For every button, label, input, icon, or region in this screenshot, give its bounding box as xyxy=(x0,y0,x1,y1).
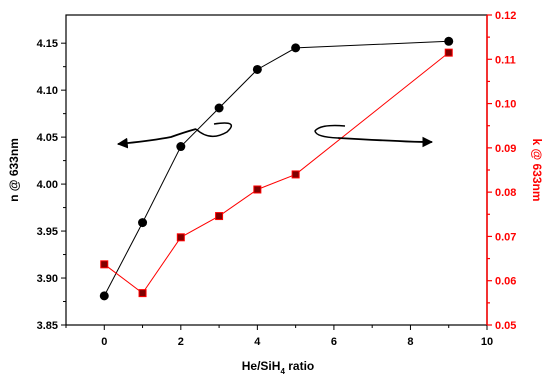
x-tick-label: 6 xyxy=(331,336,337,348)
data-point-k xyxy=(138,289,147,298)
right-y-tick-label: 0.07 xyxy=(495,231,516,243)
left-y-tick-label: 4.10 xyxy=(37,85,58,97)
annotation-arrow-right xyxy=(314,124,434,148)
right-y-axis: 0.05 0.06 0.07 0.08 0.09 0.10 0.11 0.12 xyxy=(487,10,516,332)
data-point-k xyxy=(215,212,224,221)
series-layer xyxy=(99,36,454,301)
x-tick-label: 4 xyxy=(254,336,261,348)
left-y-axis-title: n @ 633nm xyxy=(7,138,21,202)
left-y-tick-label: 3.95 xyxy=(37,226,58,238)
x-axis-title: He/SiH4 ratio xyxy=(242,359,314,376)
data-point-k xyxy=(176,233,185,242)
right-y-tick-label: 0.09 xyxy=(495,143,516,155)
data-point-n xyxy=(252,64,262,74)
right-y-tick-label: 0.10 xyxy=(495,99,516,111)
right-y-tick-label: 0.06 xyxy=(495,276,516,288)
data-point-n xyxy=(176,142,186,152)
data-point-k xyxy=(444,48,453,57)
x-axis: 0 2 4 6 8 10 xyxy=(65,325,493,348)
data-point-n xyxy=(291,43,301,53)
plot-frame xyxy=(65,14,488,326)
annotation-arrow-left xyxy=(116,122,233,149)
x-tick-label: 2 xyxy=(178,336,184,348)
data-point-k xyxy=(253,185,262,194)
left-y-tick-label: 4.15 xyxy=(37,38,58,50)
data-point-n xyxy=(99,291,109,301)
left-y-tick-label: 3.85 xyxy=(37,320,58,332)
data-point-k xyxy=(291,170,300,179)
x-tick-label: 8 xyxy=(407,336,413,348)
data-point-k xyxy=(100,260,109,269)
right-y-tick-label: 0.08 xyxy=(495,187,516,199)
data-point-n xyxy=(214,103,224,113)
left-y-tick-label: 3.90 xyxy=(37,273,58,285)
x-tick-label: 0 xyxy=(101,336,107,348)
series-line-n xyxy=(103,40,449,297)
series-line-k xyxy=(103,52,450,294)
right-y-axis-title: k @ 633nm xyxy=(530,138,543,201)
data-point-n xyxy=(138,218,148,228)
right-y-tick-label: 0.05 xyxy=(495,320,516,332)
left-y-tick-label: 4.05 xyxy=(37,132,58,144)
right-y-tick-label: 0.12 xyxy=(495,10,516,22)
data-point-n xyxy=(444,36,454,46)
right-y-tick-label: 0.11 xyxy=(495,54,516,66)
x-tick-label: 10 xyxy=(481,336,493,348)
left-y-axis: 3.85 3.90 3.95 4.00 4.05 4.10 4.15 xyxy=(37,38,66,332)
left-y-tick-label: 4.00 xyxy=(37,179,58,191)
